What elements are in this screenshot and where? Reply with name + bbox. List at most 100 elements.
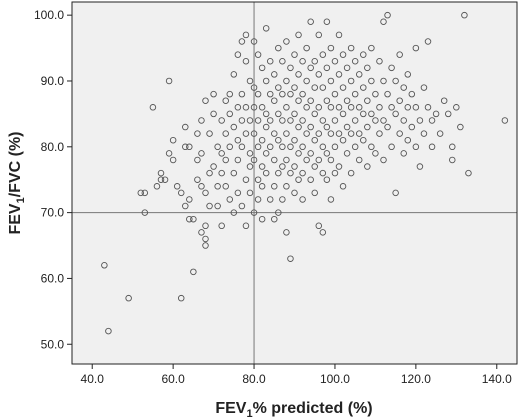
data-point bbox=[202, 242, 209, 249]
data-point bbox=[271, 215, 278, 223]
data-point bbox=[323, 97, 331, 104]
data-point bbox=[246, 150, 254, 157]
data-point bbox=[501, 117, 509, 124]
data-point bbox=[275, 169, 282, 177]
data-point bbox=[343, 97, 351, 104]
y-axis-title-main: FEV bbox=[7, 203, 24, 234]
data-point bbox=[380, 117, 387, 124]
data-point bbox=[254, 176, 262, 183]
data-point bbox=[161, 176, 169, 183]
data-point bbox=[182, 143, 189, 151]
data-point bbox=[287, 169, 294, 177]
data-point bbox=[368, 110, 375, 118]
data-point bbox=[384, 90, 391, 98]
data-point bbox=[392, 110, 399, 118]
data-point bbox=[323, 176, 331, 183]
data-point bbox=[404, 71, 412, 78]
data-point bbox=[368, 143, 375, 151]
data-point bbox=[157, 169, 165, 177]
x-axis-title: FEV1% predicted (%) bbox=[215, 400, 372, 420]
data-point bbox=[412, 44, 420, 52]
data-point bbox=[311, 110, 318, 118]
data-point bbox=[258, 104, 266, 111]
x-tick-label: 140.0 bbox=[482, 372, 512, 386]
data-point bbox=[250, 156, 258, 164]
data-point bbox=[315, 156, 323, 164]
data-point bbox=[275, 110, 282, 118]
data-point bbox=[222, 97, 229, 104]
data-point bbox=[254, 196, 262, 203]
data-point bbox=[351, 57, 359, 65]
data-point bbox=[339, 136, 347, 144]
data-point bbox=[202, 222, 209, 230]
data-point bbox=[303, 130, 310, 137]
data-point bbox=[266, 196, 274, 203]
y-axis-title: FEV1/FVC (%) bbox=[7, 131, 27, 234]
data-point bbox=[271, 130, 278, 137]
data-point bbox=[465, 169, 472, 177]
data-point bbox=[287, 64, 294, 72]
data-point bbox=[141, 209, 149, 216]
data-point bbox=[198, 150, 205, 157]
data-point bbox=[396, 51, 403, 58]
data-point bbox=[400, 117, 407, 124]
data-point bbox=[315, 71, 323, 78]
data-point bbox=[254, 143, 262, 151]
data-point bbox=[327, 77, 335, 85]
data-point bbox=[364, 123, 371, 131]
data-point bbox=[210, 163, 217, 170]
data-point bbox=[372, 90, 379, 98]
data-point bbox=[250, 38, 258, 45]
data-point bbox=[436, 130, 444, 137]
data-point bbox=[246, 163, 254, 170]
data-point bbox=[355, 130, 363, 137]
data-point bbox=[234, 189, 242, 197]
data-point bbox=[258, 163, 266, 170]
data-point bbox=[392, 77, 399, 85]
data-point bbox=[271, 71, 278, 78]
data-point bbox=[416, 117, 424, 124]
data-point bbox=[169, 156, 177, 164]
data-point bbox=[234, 136, 242, 144]
data-point bbox=[311, 163, 318, 170]
data-point bbox=[177, 189, 185, 197]
data-point bbox=[246, 189, 254, 197]
data-point bbox=[262, 25, 270, 32]
data-point bbox=[319, 51, 327, 58]
data-point bbox=[218, 169, 225, 177]
data-points bbox=[101, 11, 509, 335]
data-point bbox=[412, 143, 420, 151]
x-axis-ticks: 40.0 60.0 80.0 100.0 120.0 140.0 bbox=[81, 364, 512, 386]
data-point bbox=[335, 71, 343, 78]
data-point bbox=[198, 117, 205, 124]
data-point bbox=[266, 143, 274, 151]
data-point bbox=[299, 196, 306, 203]
data-point bbox=[315, 104, 323, 111]
data-point bbox=[202, 189, 209, 197]
data-point bbox=[384, 123, 391, 131]
data-point bbox=[376, 130, 383, 137]
data-point bbox=[299, 90, 306, 98]
data-point bbox=[258, 183, 266, 190]
data-point bbox=[315, 130, 323, 137]
data-point bbox=[198, 183, 205, 190]
data-point bbox=[218, 222, 225, 230]
data-point bbox=[149, 104, 157, 111]
data-point bbox=[222, 183, 229, 190]
data-point bbox=[275, 136, 282, 144]
data-point bbox=[428, 143, 436, 151]
data-point bbox=[355, 71, 363, 78]
data-point bbox=[412, 104, 420, 111]
data-point bbox=[351, 90, 359, 98]
data-point bbox=[392, 189, 399, 197]
data-point bbox=[323, 150, 331, 157]
data-point bbox=[169, 136, 177, 144]
data-point bbox=[307, 176, 314, 183]
data-point bbox=[238, 38, 246, 45]
data-point bbox=[295, 150, 302, 157]
data-point bbox=[299, 57, 306, 65]
data-point bbox=[311, 189, 318, 197]
y-tick-label: 50.0 bbox=[41, 337, 65, 351]
y-tick-label: 80.0 bbox=[41, 140, 65, 154]
data-point bbox=[295, 97, 302, 104]
